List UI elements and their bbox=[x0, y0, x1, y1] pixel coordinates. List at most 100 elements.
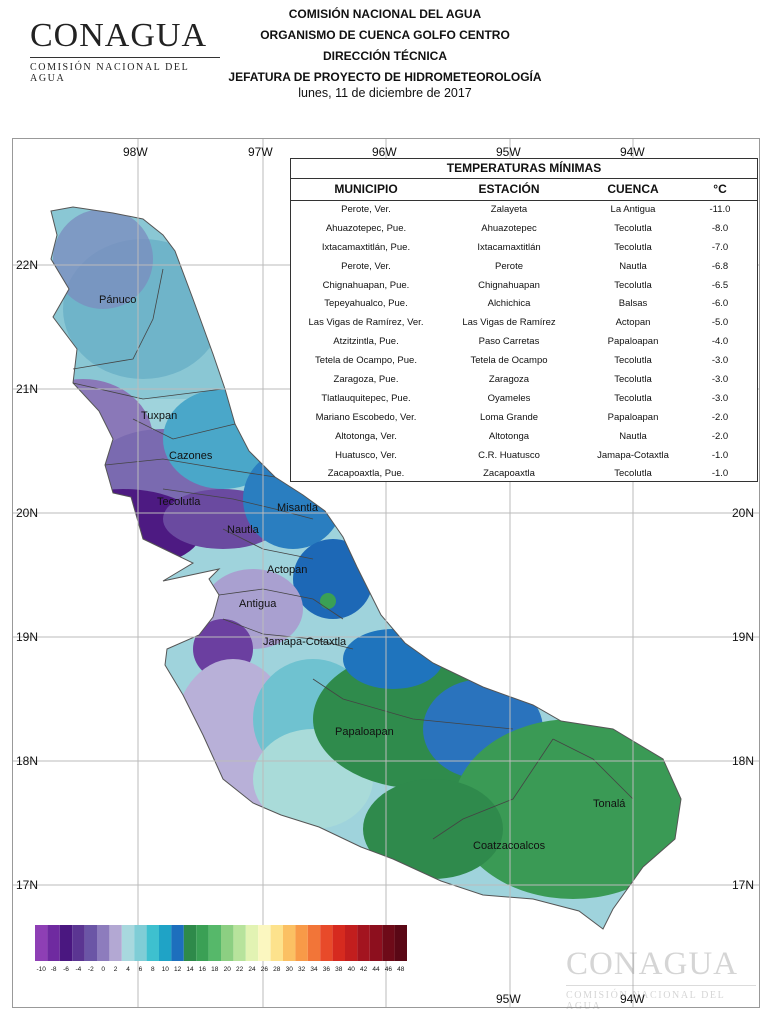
table-cell: Zaragoza bbox=[488, 374, 530, 386]
col-temp: °C bbox=[713, 182, 727, 196]
legend-label: 38 bbox=[335, 966, 343, 973]
legend-label: 14 bbox=[186, 966, 194, 973]
lat-label: 18N bbox=[16, 754, 39, 768]
legend-label: -2 bbox=[88, 966, 94, 973]
lat-label: 21N bbox=[16, 382, 39, 396]
table-header-row: MUNICIPIO ESTACIÓN CUENCA °C bbox=[291, 179, 757, 201]
legend-swatch bbox=[35, 925, 48, 961]
header-line-3: DIRECCIÓN TÉCNICA bbox=[322, 49, 447, 63]
table-cell: -3.0 bbox=[711, 374, 729, 386]
table-cell: Actopan bbox=[615, 317, 651, 329]
legend-swatch bbox=[283, 925, 296, 961]
table-row: Chignahuapan, Pue. Chignahuapan Tecolutla -… bbox=[291, 277, 757, 296]
legend-label: 4 bbox=[126, 966, 130, 973]
table-cell: -2.0 bbox=[711, 411, 729, 423]
basin-label: Tecolutla bbox=[157, 496, 201, 508]
table-row: Zaragoza, Pue. Zaragoza Tecolutla -3.0 bbox=[291, 371, 757, 390]
table-cell: Atzitzintla, Pue. bbox=[333, 336, 399, 348]
legend-label: 28 bbox=[273, 966, 281, 973]
logo-wordmark: CONAGUA bbox=[30, 17, 207, 54]
table-cell: La Antigua bbox=[610, 204, 656, 215]
table-cell: Tepeyahualco, Pue. bbox=[324, 298, 408, 310]
legend-swatch bbox=[97, 925, 110, 961]
table-cell: Zacapoaxtla bbox=[483, 468, 535, 480]
legend-swatch bbox=[332, 925, 345, 961]
basin-label: Nautla bbox=[227, 524, 260, 536]
legend-swatch bbox=[196, 925, 209, 961]
min-temperature-table: TEMPERATURAS MÍNIMAS MUNICIPIO ESTACIÓN … bbox=[290, 158, 758, 482]
basin-label: Tonalá bbox=[593, 798, 626, 810]
lat-label: 20N bbox=[732, 506, 755, 520]
legend-label: 46 bbox=[385, 966, 393, 973]
state-outline bbox=[50, 206, 682, 930]
legend-label: -4 bbox=[76, 966, 82, 973]
table-cell: Oyameles bbox=[487, 392, 531, 404]
table-cell: C.R. Huatusco bbox=[478, 449, 540, 461]
legend-label: 36 bbox=[323, 966, 331, 973]
basin-label: Antigua bbox=[239, 598, 277, 610]
table-cell: -6.5 bbox=[711, 279, 729, 291]
legend-swatch bbox=[47, 925, 60, 961]
legend-swatch bbox=[159, 925, 172, 961]
basin-label: Misantla bbox=[277, 502, 319, 514]
color-scale-legend: -10 -8 -6 -4 -2 0 2 4 6 8 10 12 14 16 18 20 22 24 26 28 30 32… bbox=[35, 925, 407, 973]
table-row: Ixtacamaxtitlán, Pue. Ixtacamaxtitlán Teco… bbox=[291, 239, 757, 258]
report-date: lunes, 11 de diciembre de 2017 bbox=[298, 86, 472, 100]
table-cell: Altotonga bbox=[488, 430, 530, 442]
legend-swatch bbox=[258, 925, 271, 961]
table-row: Zacapoaxtla, Pue. Zacapoaxtla Tecolutla -1.… bbox=[291, 465, 757, 484]
legend-swatch bbox=[208, 925, 221, 961]
legend-label: 34 bbox=[310, 966, 318, 973]
table-cell: -2.0 bbox=[711, 430, 729, 442]
legend-label: 22 bbox=[236, 966, 244, 973]
legend-swatch bbox=[171, 925, 184, 961]
header-block: COMISIÓN NACIONAL DEL AGUA ORGANISMO DE … bbox=[225, 4, 545, 88]
legend-swatch bbox=[84, 925, 97, 961]
legend-swatch bbox=[59, 925, 73, 961]
legend-swatch bbox=[72, 925, 85, 961]
table-row: Atzitzintla, Pue. Paso Carretas Papaloapan… bbox=[291, 333, 757, 352]
legend-label: 32 bbox=[298, 966, 306, 973]
legend-label: 18 bbox=[211, 966, 219, 973]
table-cell: Tecolutla bbox=[614, 392, 652, 404]
legend-swatch bbox=[183, 925, 197, 961]
basin-label: Coatzacoalcos bbox=[473, 840, 546, 852]
table-cell: -3.0 bbox=[711, 392, 729, 404]
legend-label: 12 bbox=[174, 966, 182, 973]
legend-label: -8 bbox=[51, 966, 57, 973]
lat-label: 19N bbox=[732, 630, 755, 644]
lat-label: 20N bbox=[16, 506, 39, 520]
legend-swatch bbox=[295, 925, 308, 961]
legend-label: 2 bbox=[114, 966, 118, 973]
table-row: Las Vigas de Ramírez, Ver. Las Vigas de R… bbox=[291, 314, 757, 333]
logo-subtitle: COMISIÓN NACIONAL DEL AGUA bbox=[30, 62, 189, 84]
legend-swatch bbox=[345, 925, 358, 961]
legend-swatch bbox=[320, 925, 333, 961]
table-cell: Chignahuapan, Pue. bbox=[322, 279, 410, 291]
table-cell: -6.0 bbox=[711, 298, 729, 310]
lat-label: 17N bbox=[16, 878, 39, 892]
table-cell: -11.0 bbox=[709, 204, 731, 215]
table-cell: Mariano Escobedo, Ver. bbox=[315, 411, 417, 423]
table-cell: Tecolutla bbox=[614, 222, 652, 234]
legend-label: 16 bbox=[199, 966, 207, 973]
legend-swatch bbox=[394, 925, 407, 961]
legend-label: 48 bbox=[397, 966, 405, 973]
legend-swatch bbox=[270, 925, 283, 961]
lat-label: 19N bbox=[16, 630, 39, 644]
table-cell: Alchichica bbox=[487, 298, 531, 310]
table-cell: -1.0 bbox=[711, 468, 729, 480]
legend-label: 24 bbox=[248, 966, 256, 973]
col-estacion: ESTACIÓN bbox=[478, 182, 540, 196]
table-row: Tetela de Ocampo, Pue. Tetela de Ocampo Te… bbox=[291, 352, 757, 371]
table-cell: -6.8 bbox=[711, 260, 729, 272]
table-row: Tepeyahualco, Pue. Alchichica Balsas -6.0 bbox=[291, 295, 757, 314]
table-cell: -4.0 bbox=[711, 336, 729, 348]
lon-label: 95W bbox=[496, 992, 521, 1006]
table-cell: Tecolutla bbox=[614, 241, 652, 253]
table-cell: Papaloapan bbox=[607, 336, 659, 348]
legend-label: 40 bbox=[348, 966, 356, 973]
basin-label: Tuxpan bbox=[141, 410, 177, 422]
header-line-2: ORGANISMO DE CUENCA GOLFO CENTRO bbox=[260, 28, 510, 42]
table-title: TEMPERATURAS MÍNIMAS bbox=[291, 159, 757, 179]
